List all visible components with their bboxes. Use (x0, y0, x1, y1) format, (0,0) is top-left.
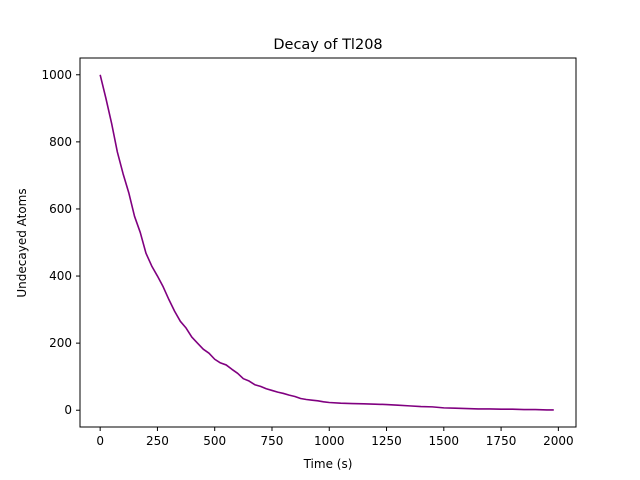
chart-title: Decay of Tl208 (273, 37, 382, 53)
x-tick-label: 500 (203, 434, 226, 448)
y-tick-label: 1000 (41, 68, 72, 82)
x-tick-label: 2000 (543, 434, 574, 448)
y-tick-label: 400 (49, 269, 72, 283)
x-tick-label: 750 (261, 434, 284, 448)
x-tick-label: 0 (96, 434, 104, 448)
y-tick-label: 600 (49, 202, 72, 216)
series-line-0 (99, 74, 554, 411)
series-layer (99, 74, 554, 411)
x-tick-label: 1750 (486, 434, 517, 448)
plot-frame (79, 57, 577, 428)
y-axis-label: Undecayed Atoms (15, 188, 29, 297)
x-tick-label: 1000 (314, 434, 345, 448)
y-axis-ticks: 0 200 400 600 800 1000 (41, 68, 80, 417)
y-tick-label: 800 (49, 135, 72, 149)
x-tick-label: 250 (146, 434, 169, 448)
x-axis-label: Time (s) (303, 457, 353, 471)
y-tick-label: 0 (64, 403, 72, 417)
x-tick-label: 1250 (371, 434, 402, 448)
y-tick-label: 200 (49, 336, 72, 350)
x-axis-ticks: 0 250 500 750 1000 1250 1500 1750 2000 (96, 427, 574, 448)
x-tick-label: 1500 (429, 434, 460, 448)
